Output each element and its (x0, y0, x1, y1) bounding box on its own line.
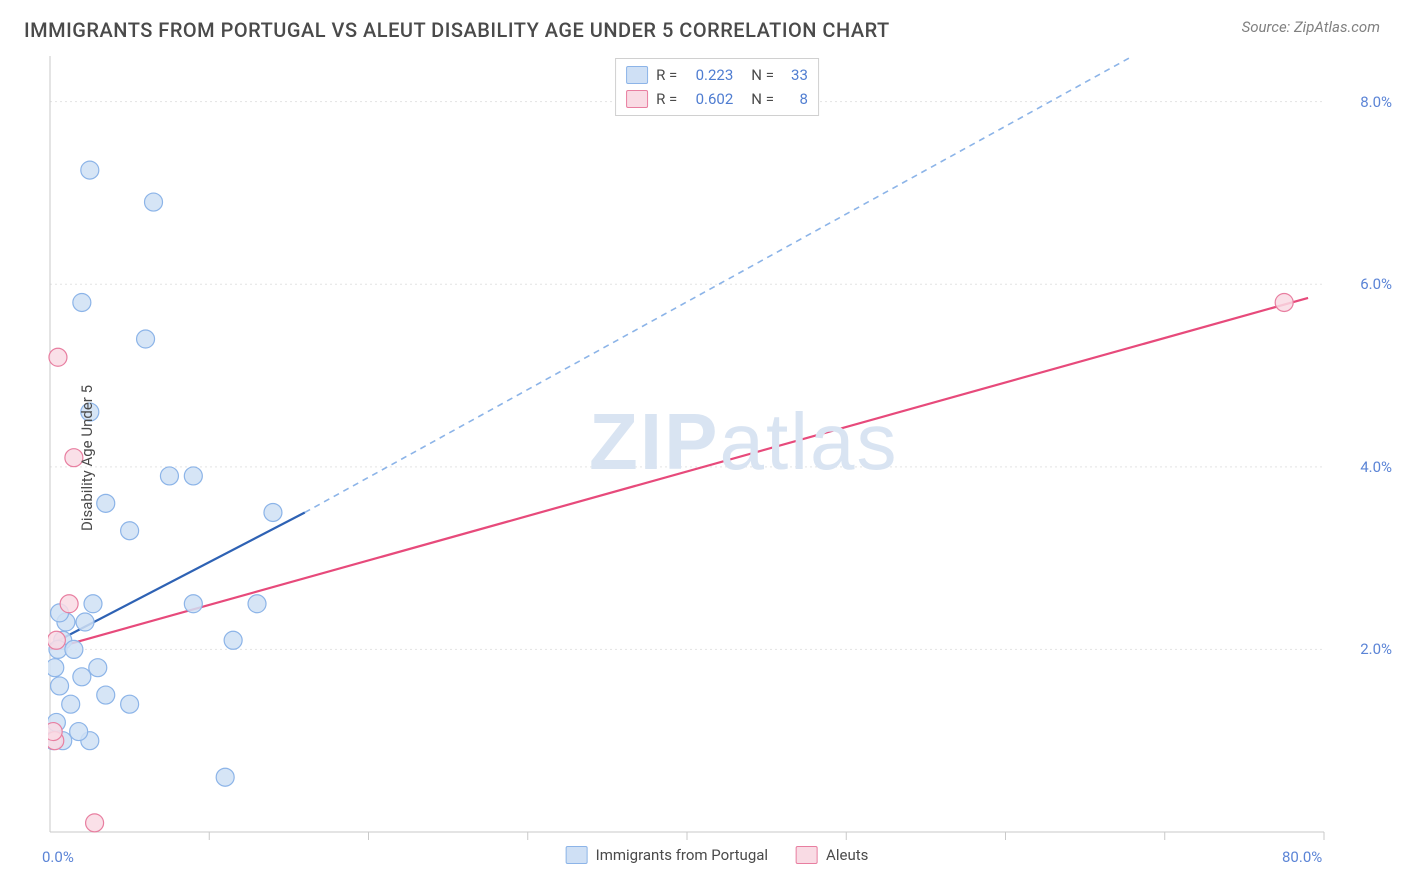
source-label: Source: ZipAtlas.com (1242, 18, 1380, 36)
legend-series: Immigrants from Portugal Aleuts (566, 846, 869, 864)
legend-stats: R = 0.223 N = 33 R = 0.602 N = 8 (615, 58, 819, 116)
swatch-aleuts-icon (796, 846, 818, 864)
scatter-plot (48, 54, 1386, 862)
y-tick-label: 8.0% (1360, 93, 1392, 111)
y-tick-label: 6.0% (1360, 275, 1392, 293)
x-tick-label: 80.0% (1282, 848, 1322, 866)
chart-area: Disability Age Under 5 ZIPatlas R = 0.22… (48, 54, 1386, 862)
legend-label-portugal: Immigrants from Portugal (596, 846, 768, 864)
y-tick-label: 2.0% (1360, 640, 1392, 658)
swatch-portugal-icon (626, 66, 648, 84)
swatch-portugal-icon (566, 846, 588, 864)
swatch-aleuts-icon (626, 90, 648, 108)
x-tick-label: 0.0% (42, 848, 74, 866)
y-axis-label: Disability Age Under 5 (78, 385, 96, 531)
chart-title: IMMIGRANTS FROM PORTUGAL VS ALEUT DISABI… (24, 18, 1382, 42)
legend-label-aleuts: Aleuts (826, 846, 868, 864)
y-tick-label: 4.0% (1360, 458, 1392, 476)
